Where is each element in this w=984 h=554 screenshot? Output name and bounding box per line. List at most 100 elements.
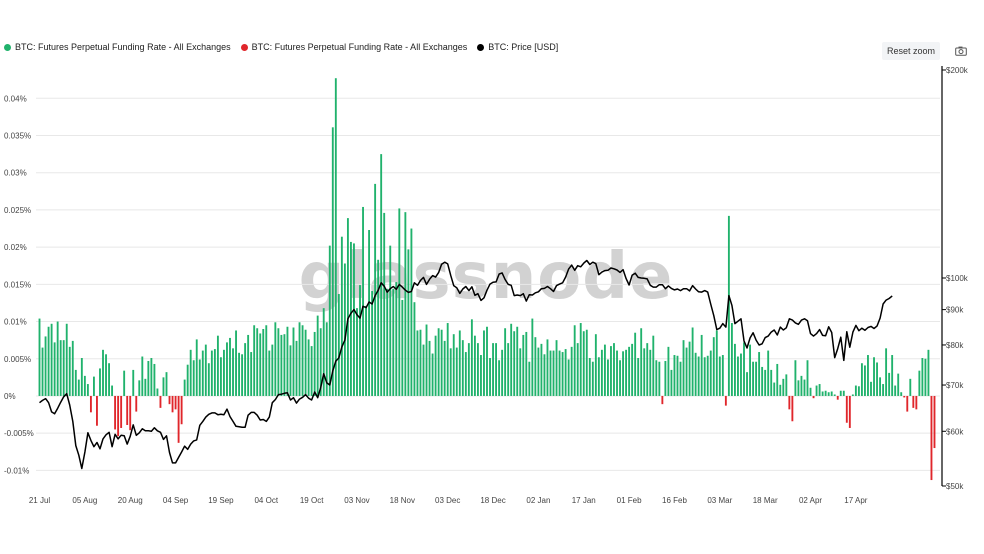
- bar-positive: [77, 379, 80, 396]
- bar-positive: [401, 299, 404, 396]
- bar-positive: [277, 328, 280, 396]
- bar-positive: [667, 346, 670, 396]
- bar-positive: [301, 325, 304, 396]
- bar-positive: [337, 294, 340, 396]
- bar-positive: [891, 355, 894, 396]
- legend-item-negative[interactable]: BTC: Futures Perpetual Funding Rate - Al…: [240, 42, 467, 52]
- bar-positive: [676, 355, 679, 396]
- bar-negative: [174, 395, 177, 410]
- bar-negative: [845, 395, 848, 423]
- bar-positive: [229, 337, 231, 396]
- bar-positive: [150, 358, 153, 396]
- bar-positive: [734, 343, 736, 396]
- bar-positive: [549, 350, 552, 396]
- bar-positive: [625, 349, 628, 396]
- bar-positive: [38, 318, 41, 396]
- legend-item-price[interactable]: BTC: Price [USD]: [477, 42, 558, 52]
- bar-positive: [797, 380, 800, 396]
- bar-positive: [353, 243, 355, 396]
- bar-positive: [730, 323, 733, 396]
- bar-positive: [588, 358, 591, 396]
- left-tick-label: 0.015%: [4, 280, 31, 289]
- bar-positive: [531, 318, 534, 396]
- reset-zoom-button[interactable]: Reset zoom: [882, 42, 940, 60]
- bar-positive: [492, 343, 494, 396]
- bar-positive: [758, 352, 761, 396]
- bar-positive: [467, 343, 470, 396]
- bar-positive: [594, 334, 597, 396]
- bar-positive: [410, 228, 413, 396]
- camera-icon[interactable]: [952, 42, 970, 60]
- bar-positive: [346, 218, 349, 396]
- bar-positive: [501, 349, 504, 396]
- bar-positive: [62, 340, 65, 396]
- bar-positive: [71, 340, 74, 396]
- bar-positive: [806, 360, 809, 396]
- bar-positive: [65, 323, 68, 396]
- bar-positive: [652, 335, 655, 396]
- bar-negative: [168, 395, 171, 405]
- x-tick-label: 16 Feb: [662, 496, 687, 505]
- bar-positive: [885, 348, 888, 396]
- left-axis: -0.01% -0.005% 0% 0.005% 0.01% 0.015% 0.02% 0.0…: [4, 94, 34, 475]
- bar-positive: [310, 346, 313, 396]
- bar-negative: [120, 395, 123, 428]
- left-tick-label: -0.005%: [4, 429, 34, 438]
- bar-positive: [223, 349, 225, 396]
- bar-positive: [464, 352, 467, 396]
- bar-positive: [897, 373, 900, 396]
- bar-positive: [295, 340, 298, 396]
- bar-positive: [392, 288, 395, 396]
- bar-positive: [564, 349, 567, 396]
- bar-negative: [812, 395, 815, 399]
- bar-positive: [740, 353, 742, 396]
- bar-positive: [416, 330, 419, 396]
- x-tick-label: 05 Aug: [72, 496, 97, 505]
- bar-positive: [561, 352, 564, 396]
- x-tick-label: 17 Jan: [572, 496, 596, 505]
- bar-positive: [256, 328, 259, 396]
- bar-positive: [316, 315, 319, 396]
- legend-dot-red-icon: [240, 43, 248, 51]
- bar-positive: [637, 358, 640, 396]
- left-tick-label: 0.04%: [4, 94, 27, 103]
- bar-positive: [655, 360, 658, 396]
- bar-positive: [41, 347, 44, 396]
- bar-positive: [74, 369, 77, 396]
- bar-positive: [483, 330, 485, 396]
- bar-positive: [111, 385, 114, 396]
- bar-positive: [292, 327, 295, 396]
- bar-negative: [903, 395, 906, 398]
- bar-positive: [156, 388, 159, 396]
- legend-item-positive[interactable]: BTC: Futures Perpetual Funding Rate - Al…: [4, 42, 231, 52]
- bar-positive: [204, 344, 207, 396]
- bar-negative: [96, 395, 98, 426]
- bar-positive: [186, 364, 189, 396]
- bar-positive: [470, 319, 473, 396]
- camera-glyph-icon: [955, 46, 967, 56]
- bar-positive: [628, 346, 631, 396]
- bar-positive: [271, 344, 274, 396]
- bar-positive: [244, 343, 247, 396]
- bar-positive: [794, 360, 797, 396]
- bar-positive: [576, 343, 579, 396]
- bar-positive: [882, 384, 885, 396]
- bar-positive: [616, 350, 618, 396]
- bar-positive: [507, 343, 510, 396]
- bar-positive: [591, 361, 594, 396]
- bar-positive: [265, 325, 268, 396]
- bar-positive: [153, 363, 156, 396]
- bar-positive: [864, 365, 866, 396]
- bar-positive: [927, 349, 930, 396]
- price-line: [39, 259, 893, 470]
- bar-positive: [752, 361, 755, 396]
- right-tick-label: $100k: [946, 274, 969, 283]
- bar-positive: [268, 350, 271, 396]
- bar-positive: [537, 347, 540, 396]
- bar-positive: [147, 360, 150, 396]
- bar-positive: [383, 212, 386, 396]
- bar-positive: [274, 322, 277, 396]
- bar-positive: [449, 348, 452, 396]
- bar-positive: [422, 344, 425, 396]
- bar-positive: [183, 379, 186, 396]
